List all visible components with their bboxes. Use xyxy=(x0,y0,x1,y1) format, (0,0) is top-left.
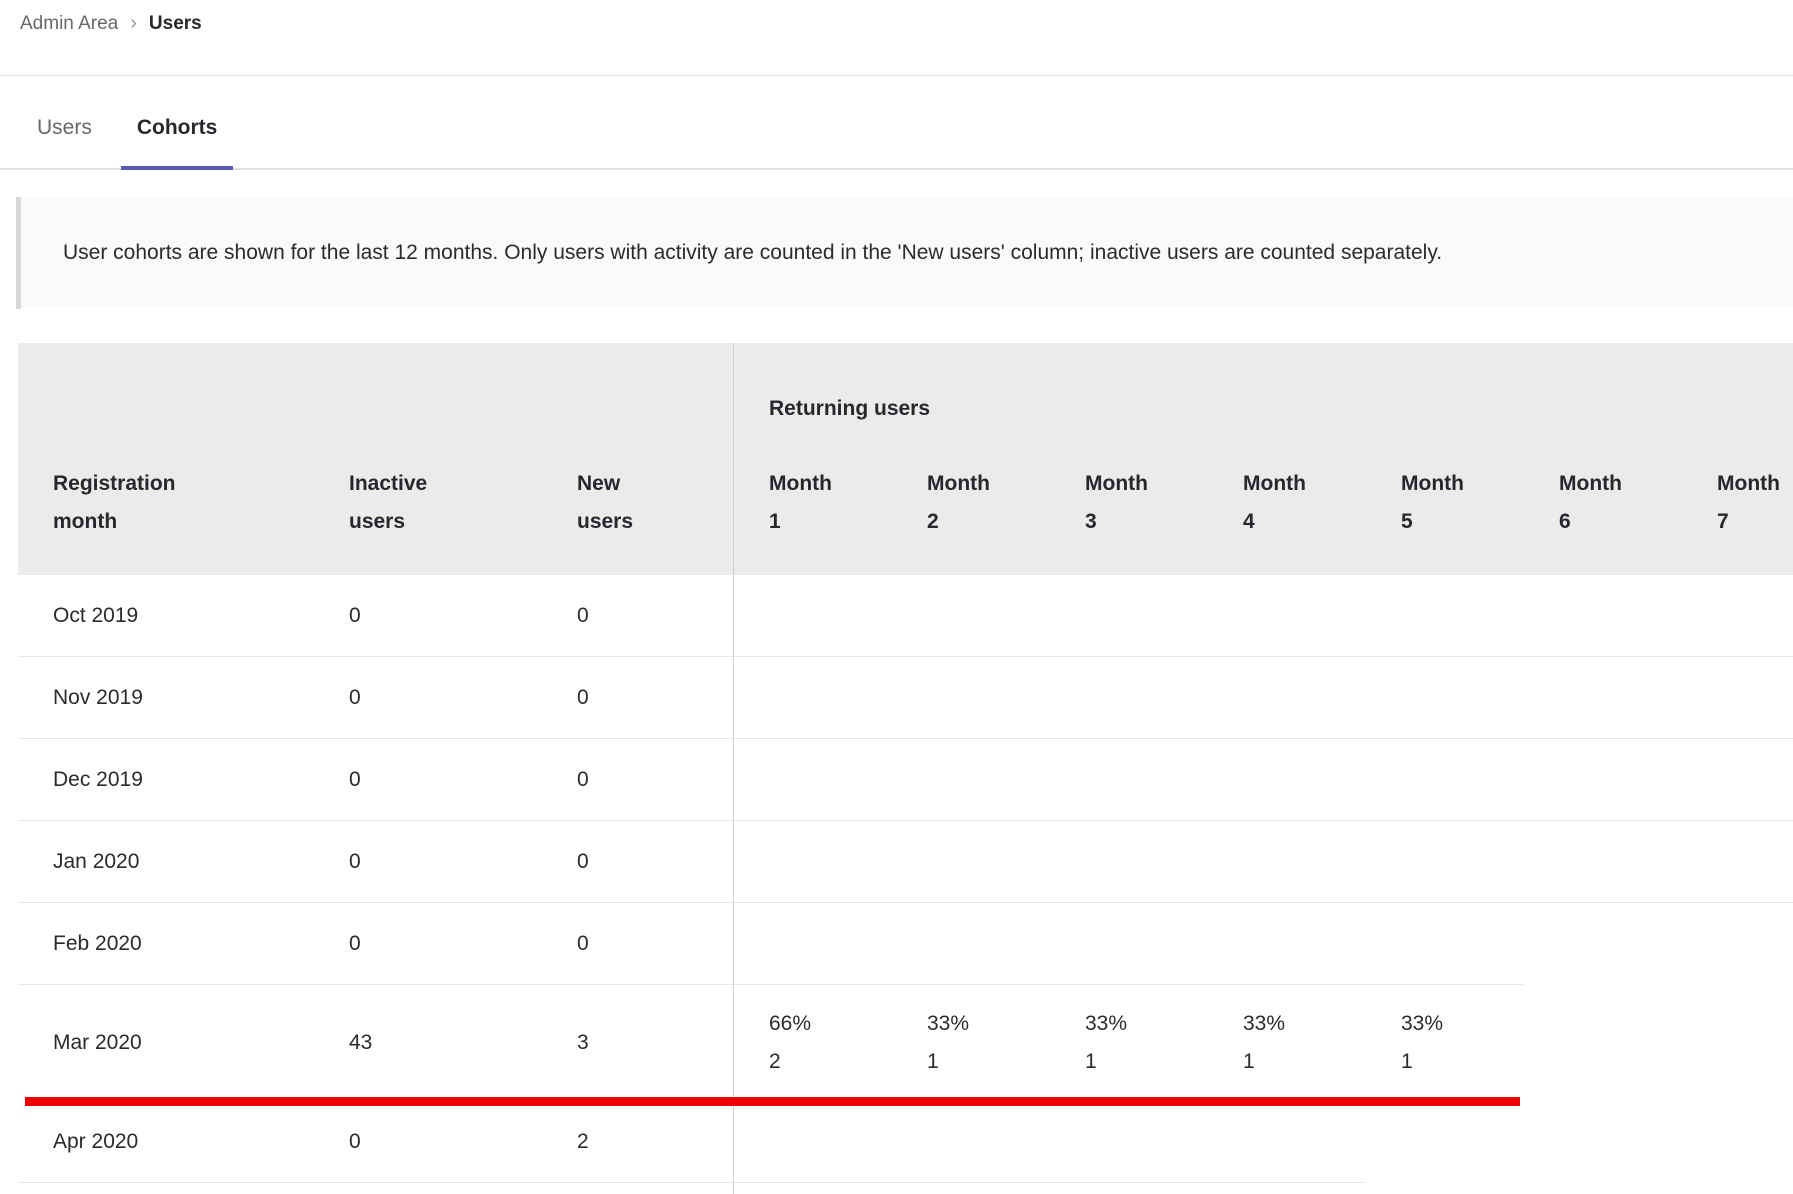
new-users-cell: 2 xyxy=(577,1130,589,1153)
returning-users-label: Returning users xyxy=(769,397,931,420)
returning-users-header-group: Returning users Month 1 Month 2 Month 3 Month 4… xyxy=(733,343,1793,575)
returning-users-cells xyxy=(733,903,1793,985)
returning-users-cell: 66% 2 xyxy=(769,1012,812,1073)
table-header: Registration month Inactive users New users… xyxy=(18,343,1793,575)
breadcrumb-item-users: Users xyxy=(148,12,202,34)
table-body: Oct 2019 0 0 Nov 2019 0 0 Dec 2019 0 0 Jan 2020 0 0… xyxy=(18,575,1793,1194)
inactive-users-cell: 43 xyxy=(349,1031,373,1054)
inactive-users-cell: 0 xyxy=(349,1130,361,1153)
breadcrumb: Admin Area › Users xyxy=(20,12,202,35)
returning-users-cell: 33% 1 xyxy=(1085,1012,1128,1073)
inactive-users-cell: 0 xyxy=(349,604,361,627)
column-header-month-7: Month 7 xyxy=(1717,472,1780,533)
column-header-registration-month: Registration month xyxy=(53,472,176,533)
returning-users-cells xyxy=(733,575,1793,657)
info-banner: User cohorts are shown for the last 12 m… xyxy=(16,197,1793,309)
inactive-users-cell: 0 xyxy=(349,932,361,955)
cohort-row: Dec 2019 0 0 xyxy=(18,739,1793,821)
column-header-month-1: Month 1 xyxy=(769,472,832,533)
inactive-users-cell: 0 xyxy=(349,850,361,873)
column-header-month-6: Month 6 xyxy=(1559,472,1622,533)
column-header-month-4: Month 4 xyxy=(1243,472,1306,533)
new-users-cell: 0 xyxy=(577,850,589,873)
registration-month-cell: Dec 2019 xyxy=(53,768,143,791)
registration-month-cell: Apr 2020 xyxy=(53,1130,139,1153)
header-divider xyxy=(0,75,1793,76)
column-header-month-3: Month 3 xyxy=(1085,472,1148,533)
inactive-users-cell: 0 xyxy=(349,768,361,791)
returning-users-cells xyxy=(733,657,1793,739)
column-header-new-users: New users xyxy=(577,472,634,533)
returning-users-cells xyxy=(733,739,1793,821)
red-annotation-line xyxy=(25,1097,1520,1106)
column-header-month-5: Month 5 xyxy=(1401,472,1464,533)
cohort-row: Oct 2019 0 0 xyxy=(18,575,1793,657)
chevron-right-icon: › xyxy=(130,12,137,34)
cohort-row-partial xyxy=(18,1183,1793,1194)
inactive-users-cell: 0 xyxy=(349,686,361,709)
returning-users-cells xyxy=(733,1101,1793,1183)
returning-users-cell: 33% 1 xyxy=(927,1012,970,1073)
column-header-inactive-users: Inactive users xyxy=(349,472,428,533)
registration-month-cell: Nov 2019 xyxy=(53,686,143,709)
new-users-cell: 0 xyxy=(577,768,589,791)
new-users-cell: 0 xyxy=(577,604,589,627)
cohort-row: Jan 2020 0 0 xyxy=(18,821,1793,903)
cohort-row: Nov 2019 0 0 xyxy=(18,657,1793,739)
returning-users-cells: 66% 2 33% 1 33% 1 33% 1 33% 1 xyxy=(733,985,1793,1101)
tab-cohorts[interactable]: Cohorts xyxy=(120,88,234,170)
returning-users-cells xyxy=(733,821,1793,903)
new-users-cell: 0 xyxy=(577,932,589,955)
registration-month-cell: Mar 2020 xyxy=(53,1031,142,1054)
cohort-row: Apr 2020 0 2 xyxy=(18,1101,1793,1183)
new-users-cell: 3 xyxy=(577,1031,589,1054)
returning-users-cell: 33% 1 xyxy=(1401,1012,1444,1073)
new-users-cell: 0 xyxy=(577,686,589,709)
breadcrumb-item-admin-area[interactable]: Admin Area xyxy=(20,12,119,34)
cohort-row: Mar 2020 43 3 66% 2 33% 1 33% 1 33% 1 33% 1 xyxy=(18,985,1793,1101)
cohort-row: Feb 2020 0 0 xyxy=(18,903,1793,985)
returning-users-cell: 33% 1 xyxy=(1243,1012,1286,1073)
column-header-month-2: Month 2 xyxy=(927,472,990,533)
info-banner-text: User cohorts are shown for the last 12 m… xyxy=(63,241,1443,264)
registration-month-cell: Jan 2020 xyxy=(53,850,140,873)
registration-month-cell: Oct 2019 xyxy=(53,604,139,627)
tab-users[interactable]: Users xyxy=(37,116,92,139)
registration-month-cell: Feb 2020 xyxy=(53,932,142,955)
tab-bar: Users Cohorts xyxy=(0,88,1793,170)
cohorts-table: Registration month Inactive users New users… xyxy=(18,343,1793,1194)
